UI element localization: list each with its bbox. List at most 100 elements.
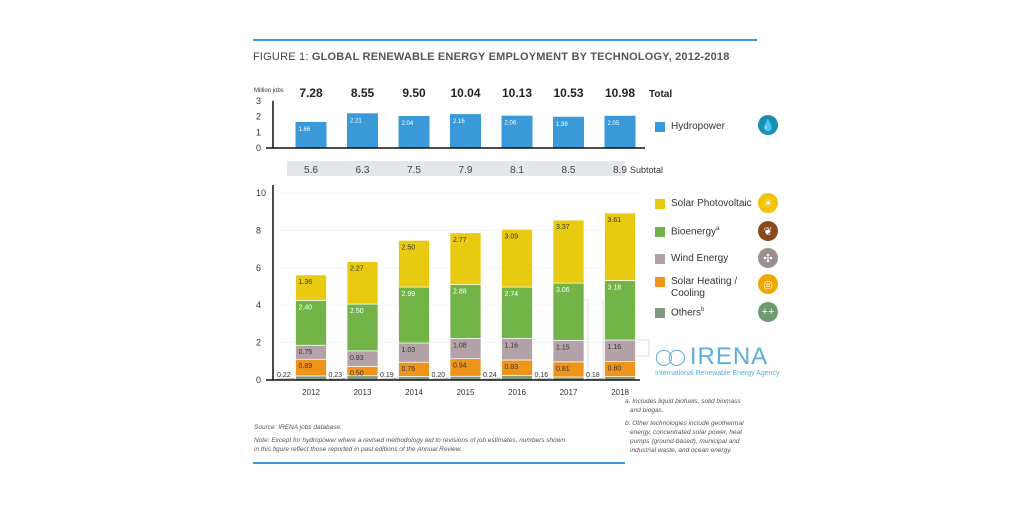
data-label: 1.08: [453, 342, 467, 349]
bar-wind-energy: [604, 339, 636, 363]
data-label-others: 0.20: [432, 372, 446, 379]
bar-solar-heating-cooling: [346, 365, 379, 377]
data-label-others: 0.22: [277, 372, 291, 379]
legend-wind: Wind Energy: [655, 253, 728, 264]
data-label: 3.37: [556, 224, 570, 231]
bar-bioenergy: [552, 282, 585, 341]
data-label: 2.05: [608, 121, 620, 127]
solar-thermal-icon: ◎: [758, 274, 778, 294]
legend-label: Bioenergy: [671, 226, 717, 238]
data-label: 1.16: [505, 342, 519, 349]
data-label: 2.99: [402, 291, 416, 298]
bar-wind-energy: [449, 338, 482, 360]
legend-label: Solar Photovoltaic: [671, 198, 752, 209]
logo-rings-icon: ◯◯: [655, 349, 686, 366]
note-line: in this figure reflect those reported in…: [254, 446, 462, 453]
subtotal-band: [287, 161, 625, 176]
bar-bioenergy: [398, 286, 430, 344]
data-label: 2.06: [505, 121, 517, 127]
bar-bioenergy: [346, 303, 379, 352]
note-line: Note: Except for hydropower where a revi…: [254, 437, 566, 444]
x-tick-label: 2015: [457, 388, 475, 397]
bar-bioenergy: [295, 299, 327, 346]
bar-hydropower: [450, 114, 481, 148]
footnote-line: energy, concentrated solar power, heat: [630, 429, 742, 436]
data-label: 0.50: [350, 370, 364, 377]
data-label: 2.16: [453, 119, 465, 125]
total-heading: Total: [649, 89, 672, 100]
data-label: 0.80: [608, 366, 622, 373]
x-tick-label: 2013: [354, 388, 372, 397]
y-tick-label: 3: [256, 96, 261, 106]
data-label: 2.50: [350, 308, 364, 315]
bar-wind-energy: [346, 350, 379, 367]
source-note: Source: IRENA jobs database.: [254, 424, 342, 431]
worker-illustration: [556, 271, 589, 380]
bar-solar-photovoltaic: [449, 232, 482, 285]
logo-name: IRENA: [689, 343, 769, 370]
data-label: 1.66: [299, 127, 311, 133]
legend-bioenergy: Bioenergya: [655, 226, 719, 237]
data-label: 1.03: [402, 347, 416, 354]
wind-turbine-icon: ✣: [758, 248, 778, 268]
bar-solar-heating-cooling: [552, 361, 585, 378]
data-label-others: 0.24: [483, 372, 497, 379]
water-drop-icon: 💧: [758, 115, 778, 135]
sun-icon: ☀: [758, 193, 778, 213]
bar-others: [604, 376, 636, 381]
data-label: 0.76: [402, 366, 416, 373]
callout-line: [586, 377, 605, 380]
total-label: 10.04: [450, 86, 480, 100]
data-label: 3.09: [505, 233, 519, 240]
legend-others: Othersb: [655, 307, 704, 318]
bar-hydropower: [501, 115, 533, 148]
x-tick-label: 2014: [405, 388, 423, 397]
top-rule: [253, 39, 757, 41]
bottom-rule: [253, 462, 625, 464]
total-label: 10.98: [605, 86, 635, 100]
legend-hydropower: Hydropower: [655, 121, 725, 132]
y-tick-label: 4: [256, 300, 261, 310]
footnote-line: industrial waste, and ocean energy.: [630, 447, 732, 454]
data-label-others: 0.19: [380, 372, 394, 379]
data-label: 2.50: [402, 244, 416, 251]
leaf-icon: ❦: [758, 221, 778, 241]
footnote-b: b. Other technologies include geothermal…: [625, 419, 744, 455]
subtotal-value: 7.9: [459, 165, 473, 176]
y-tick-label: 0: [256, 143, 261, 153]
data-label: 1.15: [556, 344, 570, 351]
legend-sup: a: [716, 226, 720, 232]
bar-others: [552, 376, 585, 381]
data-label: 0.81: [556, 366, 570, 373]
subtotal-value: 8.5: [562, 165, 576, 176]
bar-solar-heating-cooling: [604, 361, 636, 377]
legend-solar-pv: Solar Photovoltaic: [655, 198, 752, 209]
callout-line: [277, 377, 296, 380]
bar-solar-heating-cooling: [501, 359, 533, 376]
legend-label: Hydropower: [671, 121, 725, 132]
bar-solar-photovoltaic: [604, 212, 636, 281]
legend-label: Cooling: [671, 288, 705, 299]
y-axis-label: Million jobs: [254, 88, 284, 94]
data-label: 2.88: [453, 289, 467, 296]
y-tick-label: 1: [256, 127, 261, 137]
footnote-line: a. Includes liquid biofuels, solid bioma…: [625, 398, 741, 405]
callout-line: [483, 377, 502, 380]
data-label: 0.89: [299, 363, 313, 370]
bar-hydropower: [398, 115, 430, 148]
footnote-line: and biogas.: [630, 407, 664, 414]
bar-solar-heating-cooling: [449, 358, 482, 377]
figure-title: FIGURE 1: GLOBAL RENEWABLE ENERGY EMPLOY…: [253, 51, 730, 63]
bar-hydropower: [295, 121, 327, 148]
subtotal-value: 7.5: [407, 165, 421, 176]
data-label: 2.74: [505, 291, 519, 298]
data-label: 2.77: [453, 237, 467, 244]
data-label: 3.06: [556, 287, 570, 294]
footnote-line: b. Other technologies include geothermal: [625, 420, 744, 427]
total-label: 10.53: [553, 86, 583, 100]
bar-wind-energy: [295, 344, 327, 360]
bar-others: [295, 375, 327, 381]
irena-logo: ◯◯ IRENA International Renewable Energy …: [655, 343, 780, 377]
data-label: 0.83: [350, 355, 364, 362]
data-label: 3.61: [608, 217, 622, 224]
